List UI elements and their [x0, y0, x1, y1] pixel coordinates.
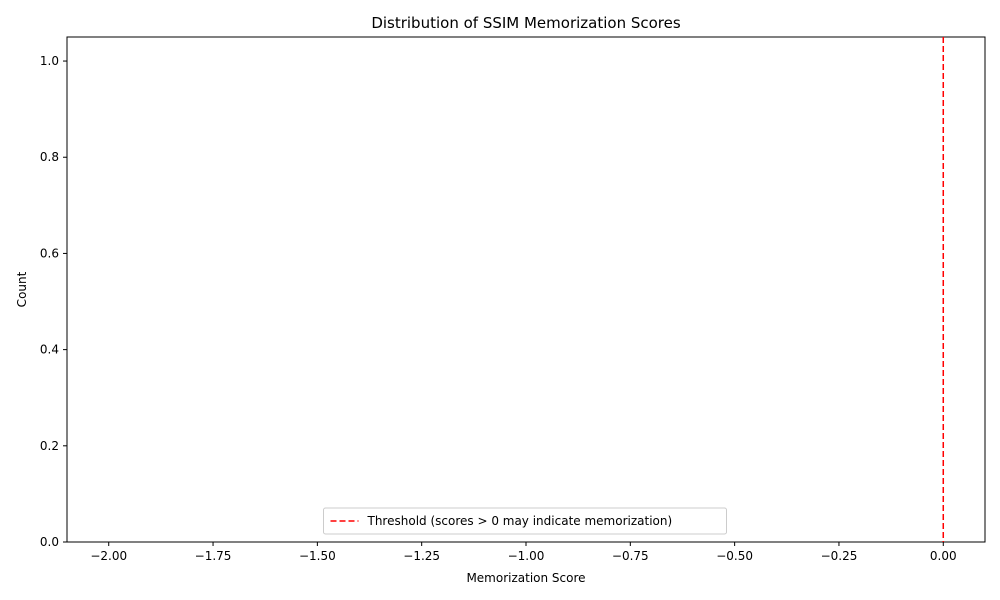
x-tick-label: −2.00 [90, 549, 127, 563]
y-tick-label: 0.0 [40, 535, 59, 549]
y-tick-label: 0.2 [40, 439, 59, 453]
y-tick-label: 1.0 [40, 54, 59, 68]
x-tick-label: −1.50 [299, 549, 336, 563]
x-tick-label: −0.75 [612, 549, 649, 563]
y-tick-label: 0.8 [40, 150, 59, 164]
x-tick-label: −1.00 [508, 549, 545, 563]
x-axis-label: Memorization Score [466, 571, 585, 585]
legend-box [323, 507, 727, 535]
x-tick-label: 0.00 [930, 549, 957, 563]
legend-entry-threshold: Threshold (scores > 0 may indicate memor… [367, 514, 673, 528]
chart-title: Distribution of SSIM Memorization Scores [371, 14, 681, 32]
x-tick-label: −0.50 [716, 549, 753, 563]
x-axis-ticks: −2.00 −1.75 −1.50 −1.25 −1.00 −0.75 −0.50 −0.25… [90, 542, 957, 563]
x-tick-label: −1.25 [403, 549, 440, 563]
y-tick-label: 0.4 [40, 343, 59, 357]
x-tick-label: −1.75 [195, 549, 232, 563]
legend: Threshold (scores > 0 may indicate memor… [323, 507, 727, 535]
y-axis-label: Count [15, 271, 29, 307]
y-tick-label: 0.6 [40, 246, 59, 260]
x-tick-label: −0.25 [821, 549, 858, 563]
y-axis-ticks: 0.0 0.2 0.4 0.6 0.8 1.0 [40, 54, 67, 549]
